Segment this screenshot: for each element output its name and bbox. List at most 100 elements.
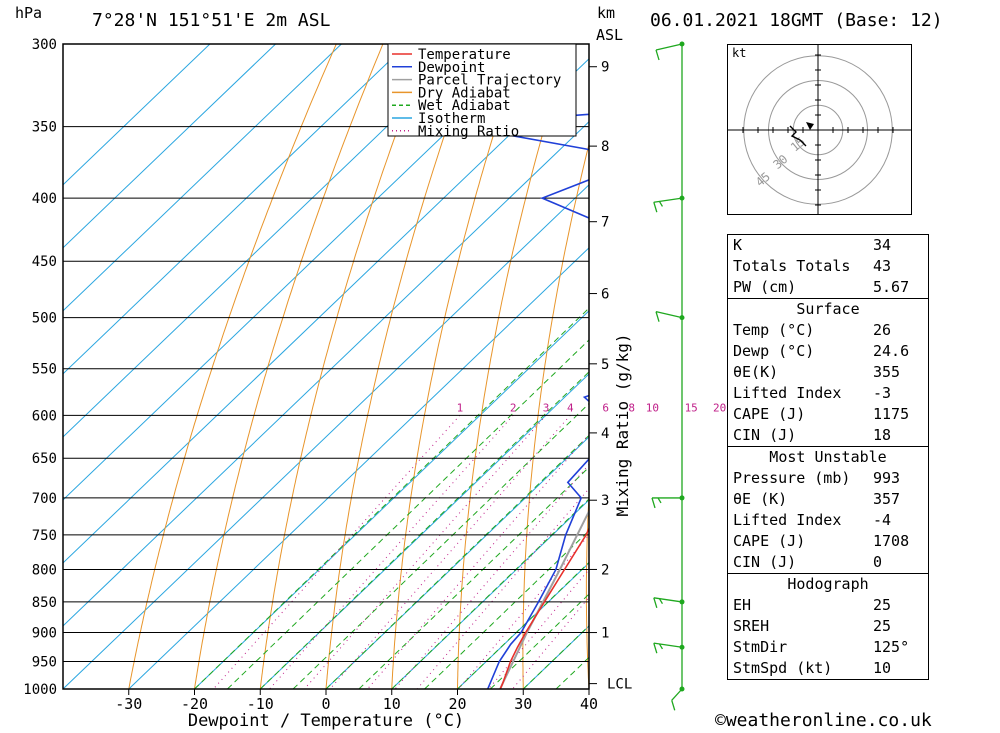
index-label: Pressure (mb): [733, 469, 851, 487]
temperature-line: [499, 526, 589, 689]
index-label: Lifted Index: [733, 511, 842, 529]
most-unstable-section-title: Most Unstable: [728, 446, 928, 468]
wind-barb-flag: [655, 311, 660, 322]
wind-barb-flag: [653, 202, 658, 213]
index-label: θE (K): [733, 490, 788, 508]
wind-barb-flag: [653, 642, 658, 654]
pressure-tick-label: 400: [32, 191, 57, 207]
index-row: θE (K) 357: [728, 489, 928, 510]
copyright-footer[interactable]: ©weatheronline.co.uk: [715, 710, 932, 731]
height-unit-km: km: [597, 4, 616, 22]
isotherm-line: [194, 310, 589, 689]
index-value: 355: [873, 363, 901, 381]
index-value: 25: [873, 617, 892, 635]
mixing-ratio-label: 3: [543, 401, 550, 414]
index-value: 357: [873, 490, 901, 508]
legend-entry: Dry Adiabat: [418, 85, 511, 101]
dry-adiabat-line: [457, 44, 570, 689]
hodograph-unit: kt: [732, 46, 746, 60]
index-label: CIN (J): [733, 426, 797, 444]
index-label: Lifted Index: [733, 384, 842, 402]
pressure-tick-label: 450: [32, 254, 57, 270]
height-tick-label: 5: [601, 357, 609, 373]
height-tick-label: 7: [601, 215, 609, 231]
mixing-ratio-label: 1: [457, 401, 464, 414]
isotherm-line: [63, 58, 589, 564]
isotherm-line: [63, 121, 589, 627]
wind-barb: [653, 642, 683, 654]
hodograph-trace: [789, 125, 807, 147]
mixing-ratio-axis-title: Mixing Ratio (g/kg): [613, 333, 632, 516]
pressure-tick-label: 300: [32, 37, 57, 53]
pressure-tick-label: 1000: [23, 682, 57, 698]
storm-motion-arrow: [806, 122, 814, 130]
height-tick-label: 3: [601, 493, 609, 509]
surface-section-title: Surface: [728, 298, 928, 320]
index-value: -4: [873, 511, 892, 529]
x-axis-title: Dewpoint / Temperature (°C): [188, 711, 464, 731]
height-tick-label: 8: [601, 139, 609, 155]
index-row: CAPE (J) 1708: [728, 531, 928, 552]
mixing-ratio-label: 10: [646, 401, 659, 414]
hodograph-section-title: Hodograph: [728, 573, 928, 595]
parcel-trajectory-line: [499, 509, 589, 689]
mixing-ratio-label: 2: [510, 401, 517, 414]
legend-entry: Parcel Trajectory: [418, 73, 561, 89]
temperature-tick-label: 20: [448, 695, 466, 713]
wind-barb-shaft: [653, 597, 683, 603]
wind-barb-flag: [653, 597, 658, 609]
wind-barb-flag: [655, 49, 660, 61]
wind-barb-flag: [671, 700, 676, 711]
index-row: Totals Totals 43: [728, 256, 928, 277]
temperature-tick-label: 30: [514, 695, 532, 713]
index-label: Temp (°C): [733, 321, 815, 339]
plot-frame: [62, 43, 590, 690]
height-tick-label: 2: [601, 562, 609, 578]
wind-barb-shaft: [671, 688, 683, 701]
legend-entry: Isotherm: [418, 111, 485, 127]
isotherm-line: [63, 44, 211, 186]
index-label: θE(K): [733, 363, 779, 381]
index-row: Temp (°C) 26: [728, 320, 928, 341]
index-label: K: [733, 236, 743, 254]
pressure-tick-label: 550: [32, 362, 57, 378]
dry-adiabat-line: [194, 44, 384, 689]
index-row: θE(K) 355: [728, 362, 928, 383]
legend-entry: Dewpoint: [418, 60, 485, 76]
pressure-tick-label: 950: [32, 655, 57, 671]
index-value: 43: [873, 257, 892, 275]
pressure-tick-label: 850: [32, 595, 57, 611]
wind-barb: [655, 311, 683, 322]
index-label: CAPE (J): [733, 405, 806, 423]
mixing-ratio-label: 20: [713, 401, 726, 414]
index-value: 25: [873, 596, 892, 614]
height-tick-label: 9: [601, 60, 609, 76]
isotherm-line: [63, 44, 539, 501]
pressure-tick-label: 900: [32, 626, 57, 642]
pressure-tick-label: 650: [32, 451, 57, 467]
pressure-unit-label: hPa: [15, 4, 43, 22]
index-value: 1175: [873, 405, 910, 423]
pressure-tick-label: 700: [32, 491, 57, 507]
mixing-ratio-label: 6: [602, 401, 609, 414]
index-label: Dewp (°C): [733, 342, 815, 360]
index-label: Totals Totals: [733, 257, 851, 275]
wind-barb-shaft: [653, 197, 683, 203]
index-value: 0: [873, 553, 883, 571]
index-label: CIN (J): [733, 553, 797, 571]
index-value: -3: [873, 384, 892, 402]
mixing-ratio-line: [269, 414, 514, 689]
isotherm-line: [63, 184, 589, 689]
wind-barb-flag: [658, 598, 664, 604]
isotherm-line: [63, 44, 474, 438]
pressure-tick-label: 750: [32, 528, 57, 544]
dry-adiabat-line: [981, 44, 1000, 689]
isotherm-line: [259, 373, 589, 689]
forecast-datetime: 06.01.2021 18GMT (Base: 12): [650, 10, 943, 31]
wind-barb-shaft: [653, 642, 683, 648]
index-value: 993: [873, 469, 901, 487]
wind-barb: [653, 597, 683, 609]
isotherm-line: [63, 44, 408, 375]
